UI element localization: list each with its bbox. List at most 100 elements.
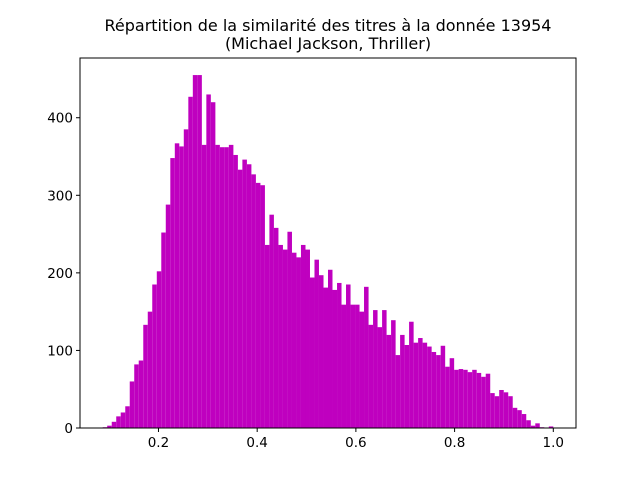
bar [400,334,405,428]
bar [427,346,432,428]
bar [355,304,360,428]
bar [431,351,437,428]
bar [377,327,383,428]
bar [526,420,531,428]
x-tick-label: 1.0 [543,435,564,451]
y-tick-label: 0 [64,421,73,437]
bar [404,345,410,428]
bar [120,412,126,428]
bar [188,96,193,429]
bar [305,249,310,428]
bar [224,147,229,428]
bar [440,345,446,428]
chart-subtitle: (Michael Jackson, Thriller) [225,34,431,53]
bar [314,259,319,428]
bar [521,414,527,428]
bar [210,102,216,428]
bar [499,389,504,428]
bar [206,94,211,428]
bar [215,144,220,428]
bar [174,143,180,428]
bar [156,271,162,428]
bar [152,284,157,428]
bar [264,244,270,428]
bar [481,376,486,428]
bar [260,185,265,428]
bar [436,355,441,428]
bar [458,369,464,428]
bar [445,366,450,428]
bar [237,169,243,428]
bar [147,311,153,428]
bar [395,355,401,428]
bar [143,324,148,428]
bar [107,425,112,428]
bar [346,284,351,428]
bar [449,358,455,428]
bar [228,144,234,428]
bar [490,393,495,428]
bar [512,407,518,428]
bar [273,227,279,428]
y-tick-label: 200 [47,266,73,282]
bar [530,425,536,428]
bar [323,287,328,428]
bar [309,277,315,428]
bar [454,369,459,428]
bar [125,406,130,428]
x-tick-label: 0.8 [444,435,465,451]
x-tick-label: 0.6 [345,435,366,451]
bar [422,342,428,428]
bar [251,174,256,428]
bar [485,373,491,428]
bar [386,334,392,428]
bar [197,75,202,428]
bar [535,423,540,428]
bar [282,249,288,428]
bar [138,360,144,428]
bar [179,146,184,428]
bar [548,426,554,428]
bar [219,147,225,428]
bar [391,320,396,428]
bar [201,144,207,428]
bar [287,231,292,428]
bar [467,372,473,428]
bar [463,369,468,428]
y-tick-label: 300 [47,188,73,204]
bar [413,342,419,428]
bar [233,154,238,428]
x-tick-label: 0.2 [148,435,169,451]
bar [337,282,342,428]
bar [246,164,252,428]
bar [368,324,374,428]
axes-frame [79,57,577,429]
x-tick-label: 0.4 [246,435,267,451]
bar [183,129,189,429]
bar [476,372,482,428]
bar [494,396,500,428]
chart-title: Répartition de la similarité des titres … [105,16,552,35]
bar [165,204,171,428]
y-tick-label: 400 [47,111,73,127]
bar [116,416,121,428]
bar [255,182,261,428]
bar [517,410,522,428]
bar [503,392,509,428]
bar [161,232,166,428]
bar [269,214,274,428]
bar [409,321,414,428]
bar [134,364,139,428]
bar [472,369,477,428]
bar [350,304,356,428]
bar [328,269,333,428]
bar [296,257,301,428]
bar [382,310,387,428]
bar [364,286,369,428]
bar [129,381,135,428]
bar [359,311,365,428]
bar [242,159,247,428]
bar [111,421,117,428]
